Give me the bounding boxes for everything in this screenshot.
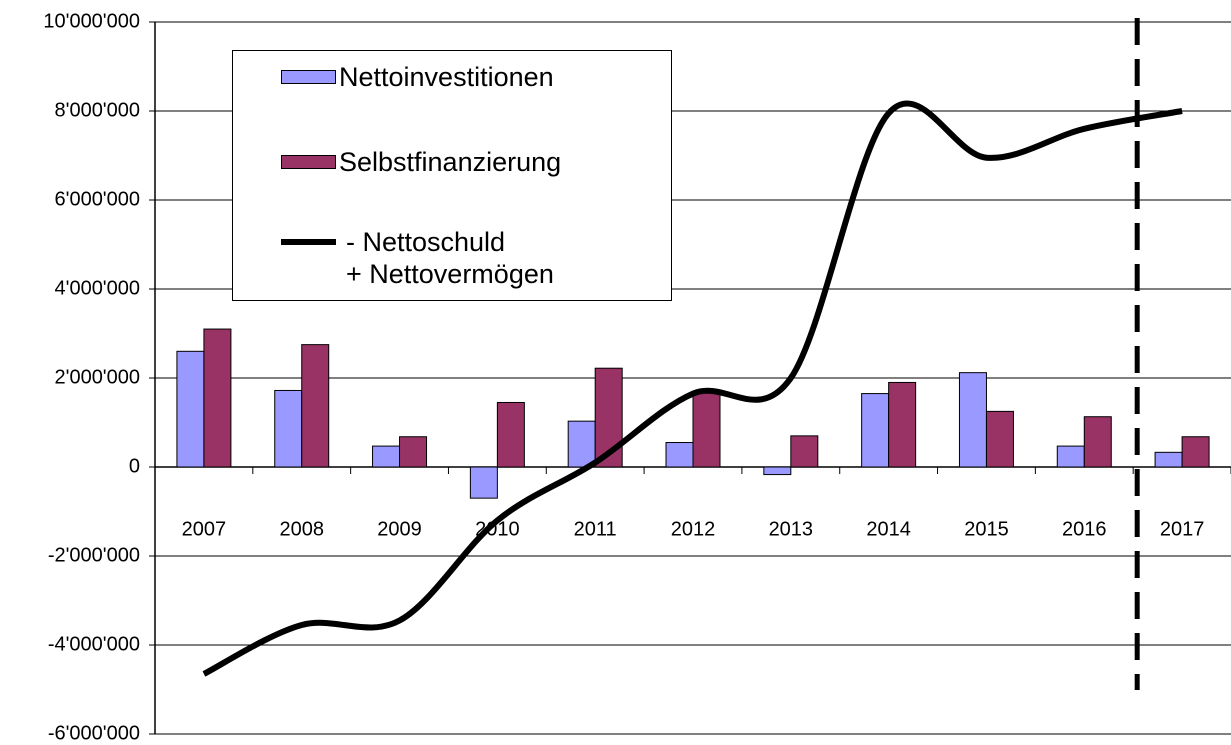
x-tick-label: 2013 bbox=[769, 518, 814, 540]
y-tick-label: -4'000'000 bbox=[48, 633, 140, 655]
bar bbox=[665, 442, 694, 468]
bar bbox=[861, 393, 890, 468]
legend: Nettoinvestitionen Selbstfinanzierung - Ne… bbox=[232, 50, 672, 301]
x-tick-label: 2009 bbox=[377, 518, 422, 540]
y-tick-label: -6'000'000 bbox=[48, 722, 140, 744]
bar bbox=[567, 420, 596, 468]
y-tick-label: 10'000'000 bbox=[43, 10, 140, 32]
y-tick-label: 0 bbox=[129, 455, 140, 477]
y-tick-label: 8'000'000 bbox=[55, 99, 141, 121]
legend-swatch bbox=[281, 70, 336, 84]
legend-item: Nettoinvestitionen bbox=[281, 61, 554, 93]
legend-item: - Nettoschuld + Nettovermögen bbox=[281, 226, 554, 290]
line bbox=[202, 100, 1183, 677]
bar bbox=[469, 466, 498, 499]
bar bbox=[496, 401, 525, 468]
bar bbox=[176, 350, 205, 468]
bar bbox=[790, 435, 819, 468]
bar bbox=[1056, 445, 1085, 468]
legend-label: - Nettoschuld + Nettovermögen bbox=[346, 227, 554, 289]
x-tick-label: 2017 bbox=[1160, 518, 1205, 540]
x-tick-label: 2011 bbox=[574, 518, 617, 540]
legend-swatch bbox=[281, 155, 336, 169]
x-tick-label: 2012 bbox=[671, 518, 716, 540]
bar bbox=[888, 381, 917, 468]
bar bbox=[692, 391, 721, 468]
legend-item: Selbstfinanzierung bbox=[281, 146, 561, 178]
legend-label: Nettoinvestitionen bbox=[339, 62, 554, 92]
x-tick-label: 2016 bbox=[1062, 518, 1107, 540]
x-tick-label: 2007 bbox=[182, 518, 227, 540]
bar bbox=[203, 328, 232, 468]
bar bbox=[1181, 436, 1210, 468]
bar bbox=[1154, 451, 1183, 468]
bar bbox=[958, 372, 987, 468]
x-tick-label: 2014 bbox=[866, 518, 911, 540]
y-tick-label: 2'000'000 bbox=[55, 366, 141, 388]
y-tick-label: 4'000'000 bbox=[55, 277, 141, 299]
bar bbox=[763, 466, 792, 476]
bar bbox=[372, 445, 401, 468]
legend-label: Selbstfinanzierung bbox=[339, 147, 562, 177]
bar bbox=[985, 410, 1014, 468]
bar bbox=[399, 436, 428, 468]
bar bbox=[301, 344, 330, 468]
bar bbox=[1083, 416, 1112, 468]
y-tick-label: -2'000'000 bbox=[48, 544, 140, 566]
x-tick-label: 2015 bbox=[964, 518, 1009, 540]
x-tick-label: 2008 bbox=[279, 518, 324, 540]
legend-swatch bbox=[281, 239, 336, 245]
bar bbox=[274, 389, 303, 468]
y-tick-label: 6'000'000 bbox=[55, 188, 141, 210]
